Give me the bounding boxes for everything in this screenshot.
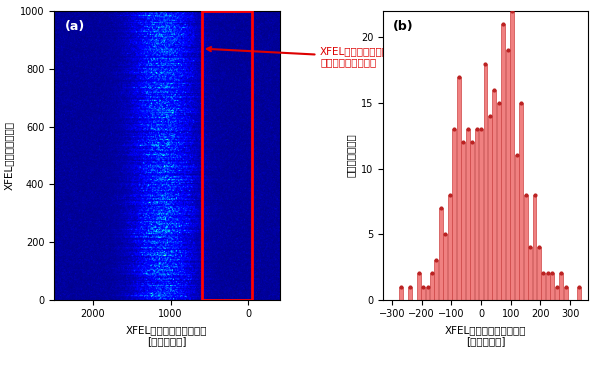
Bar [510, 11, 514, 300]
Bar [434, 260, 439, 300]
Bar [550, 273, 554, 300]
Bar [519, 103, 523, 300]
Bar [443, 234, 447, 300]
X-axis label: XFEL光の照射タイミング
[フェムト秒]: XFEL光の照射タイミング [フェムト秒] [445, 325, 526, 347]
Bar [533, 195, 536, 300]
Y-axis label: 照射イベント数: 照射イベント数 [345, 134, 355, 177]
Bar [506, 50, 509, 300]
Bar [559, 273, 563, 300]
Bar [457, 77, 461, 300]
Bar [448, 195, 452, 300]
Bar [564, 287, 568, 300]
Bar [202, 11, 253, 300]
Bar [470, 142, 474, 300]
Bar [416, 273, 421, 300]
X-axis label: XFEL光の照射タイミング
[フェムト秒]: XFEL光の照射タイミング [フェムト秒] [126, 325, 208, 347]
Bar [537, 247, 541, 300]
Bar [524, 195, 527, 300]
Bar [461, 142, 465, 300]
Bar [425, 287, 430, 300]
Bar [488, 116, 492, 300]
Bar [528, 247, 532, 300]
Bar [541, 273, 545, 300]
Bar [577, 287, 581, 300]
Bar [479, 129, 483, 300]
Bar [484, 64, 487, 300]
Bar [421, 287, 425, 300]
Bar [408, 287, 412, 300]
Y-axis label: XFEL光のショット数: XFEL光のショット数 [4, 121, 14, 190]
Bar [399, 287, 403, 300]
Text: XFEL光がモニターに
到達したタイミング: XFEL光がモニターに 到達したタイミング [207, 46, 389, 67]
Bar [493, 90, 496, 300]
Bar [466, 129, 470, 300]
Bar [515, 155, 518, 300]
Text: (b): (b) [393, 20, 414, 33]
Bar [439, 208, 443, 300]
Text: (a): (a) [65, 20, 86, 33]
Bar [475, 129, 478, 300]
Bar [502, 24, 505, 300]
Bar [452, 129, 456, 300]
Bar [497, 103, 501, 300]
Bar [546, 273, 550, 300]
Bar [430, 273, 434, 300]
Bar [555, 287, 559, 300]
